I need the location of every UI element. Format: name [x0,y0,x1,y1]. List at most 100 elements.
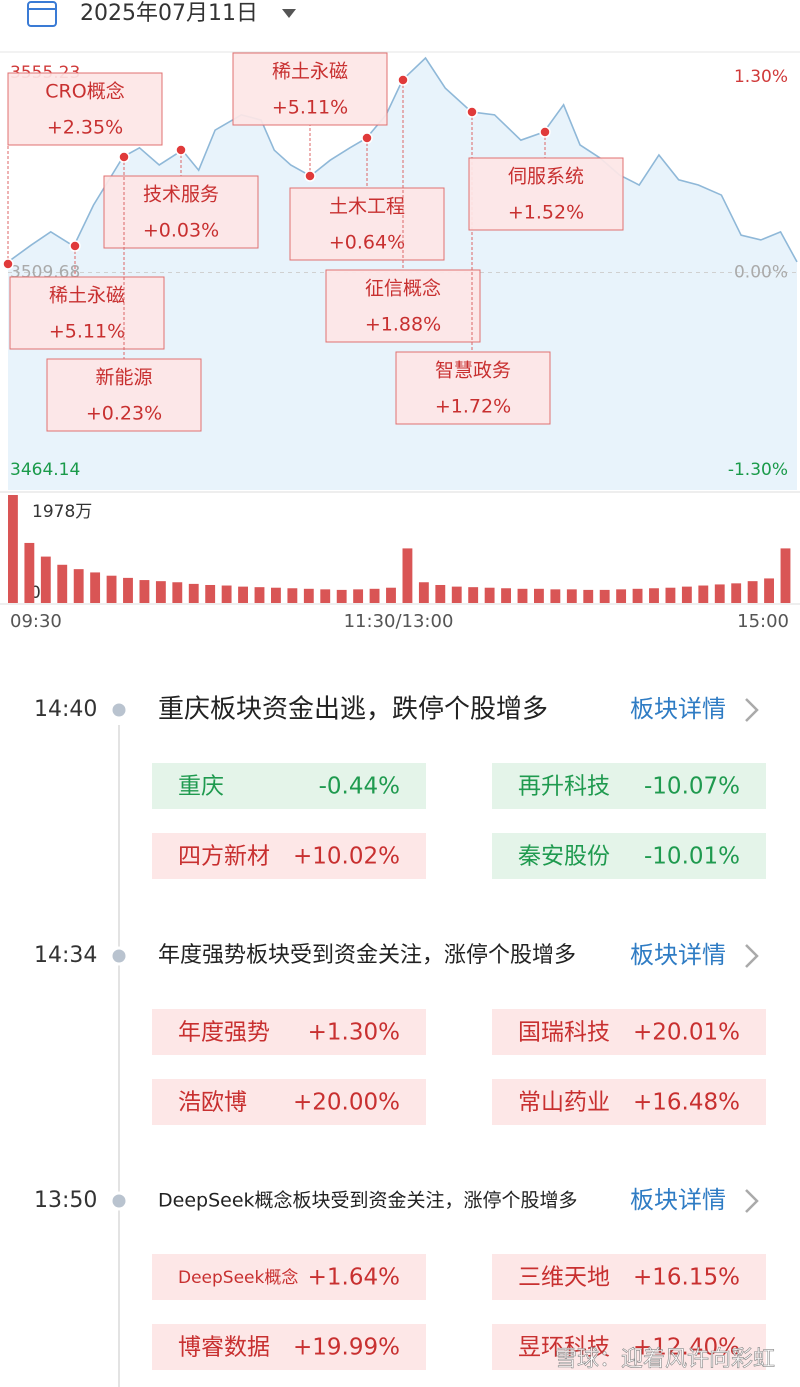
volume-bar [698,585,709,603]
stock-name: 年度强势 [178,1020,270,1046]
annotation-dot [175,144,187,156]
volume-bar [106,575,117,603]
chip-bg [492,833,766,879]
volume-bar [780,548,791,603]
volume-bar [369,588,380,603]
volume-bar [649,588,659,603]
annotation-label: 智慧政务 [435,360,511,382]
stock-name: 重庆 [178,774,224,800]
stock-name: 秦安股份 [518,844,610,870]
volume-bar [320,589,331,603]
stock-name: 四方新材 [178,844,270,870]
annotation-box [46,358,202,432]
annotation-label: 稀土永磁 [272,61,348,83]
annotation-label: 伺服系统 [508,166,584,188]
annotation-dot [397,74,409,86]
stock-chip[interactable]: 三维天地 +16.15% [492,1254,766,1300]
calendar-icon[interactable] [27,1,57,27]
stock-change: +1.64% [308,1265,400,1291]
stock-chip[interactable]: 四方新材 +10.02% [152,833,426,879]
stock-change: +1.30% [308,1020,400,1046]
volume-bar [714,584,725,603]
event-title: DeepSeek概念板块受到资金关注，涨停个股增多 [158,1189,578,1212]
annotation-box [289,187,445,261]
annotation-box [103,175,259,249]
volume-bar [681,586,692,603]
annotation-box [325,269,481,343]
date[interactable]: 2025年07月11日 [80,1,258,26]
chevron [745,1189,759,1213]
annotation-box [7,72,163,146]
x-tick-label: 11:30/13:00 [344,611,454,632]
event-time: 14:34 [34,943,97,968]
stock-change: +19.99% [293,1335,400,1361]
stock-chip[interactable]: 再升科技 -10.07% [492,763,766,809]
annotation-label: 征信概念 [365,277,441,300]
volume-bar [221,585,232,603]
chip-bg [152,1324,426,1370]
stock-chip[interactable]: 年度强势 +1.30% [152,1009,426,1055]
volume-bar [501,588,511,603]
x-tick-label: 09:30 [10,611,62,632]
event-link[interactable]: 板块详情 [630,941,726,969]
stock-chip[interactable]: 秦安股份 -10.01% [492,833,766,879]
annotation-box [468,157,624,231]
chip-bg [152,1009,426,1055]
event-link[interactable]: 板块详情 [630,1186,726,1214]
stock-chip[interactable]: 博睿数据 +19.99% [152,1324,426,1370]
annotation-label: 土木工程 [329,196,405,218]
y2-tick-label: -1.30% [728,460,788,480]
volume-bar [90,572,101,603]
volume-bar [188,583,199,603]
stock-name: 博睿数据 [178,1335,270,1361]
chip-bg [492,1324,766,1370]
annotation-change: +5.11% [272,97,348,119]
annotation-dot [539,126,551,138]
stock-change: +16.48% [633,1090,740,1116]
annotation-dot [118,151,130,163]
stock-name: 再升科技 [518,774,610,800]
annotation-dot [69,240,81,252]
volume-bar [435,584,446,603]
volume-bar [599,589,610,603]
volume-bar [534,588,544,603]
stock-chip[interactable]: 昱环科技 +12.40% [492,1324,766,1370]
stock-change: +12.40% [633,1335,740,1361]
event-title: 年度强势板块受到资金关注，涨停个股增多 [158,943,576,968]
event-link[interactable]: 板块详情 [630,695,726,723]
volume-bar [747,581,758,603]
volume-bar [123,577,133,603]
annotation-dot [361,132,373,144]
stock-chip[interactable]: 浩欧博 +20.00% [152,1079,426,1125]
dropdown-arrow[interactable] [282,9,296,18]
volume-bar [155,581,166,603]
chip-bg [492,1254,766,1300]
event-dot [109,700,129,720]
volume-bar [353,589,364,603]
chevron [745,944,759,968]
chip-bg [492,1009,766,1055]
volume-bar [57,564,68,603]
volume-bar [287,588,298,603]
stock-change: +10.02% [293,844,400,870]
chip-bg [152,1079,426,1125]
volume-bar [205,584,216,603]
volume-bar [402,548,413,603]
stock-chip[interactable]: 重庆 -0.44% [152,763,426,809]
stock-name: DeepSeek概念 [178,1267,298,1288]
stock-chip[interactable]: 国瑞科技 +20.01% [492,1009,766,1055]
stock-chip[interactable]: 常山药业 +16.48% [492,1079,766,1125]
annotation-change: +2.35% [47,117,123,139]
stock-chip[interactable]: DeepSeek概念 +1.64% [152,1254,426,1300]
event-dot [109,946,129,966]
annotation-label: CRO概念 [45,80,124,103]
volume-bar [139,580,150,603]
volume-bar [468,587,479,603]
stock-change: +16.15% [633,1265,740,1291]
volume-bar [73,569,84,603]
stock-name: 三维天地 [518,1265,610,1291]
stock-name: 浩欧博 [178,1090,247,1116]
volume-bar [566,589,577,603]
